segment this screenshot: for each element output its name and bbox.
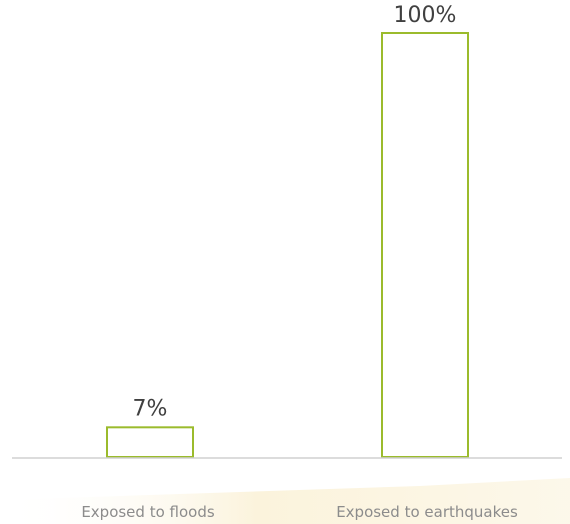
category-label-exposed-to-floods: Exposed to floods: [81, 503, 215, 521]
value-label-exposed-to-earthquakes: 100%: [394, 3, 457, 28]
value-label-exposed-to-floods: 7%: [133, 396, 168, 421]
footer-band: [0, 478, 570, 524]
category-label-exposed-to-earthquakes: Exposed to earthquakes: [336, 503, 518, 521]
bar-exposed-to-earthquakes: [381, 32, 469, 458]
bar-exposed-to-floods: [106, 426, 194, 459]
